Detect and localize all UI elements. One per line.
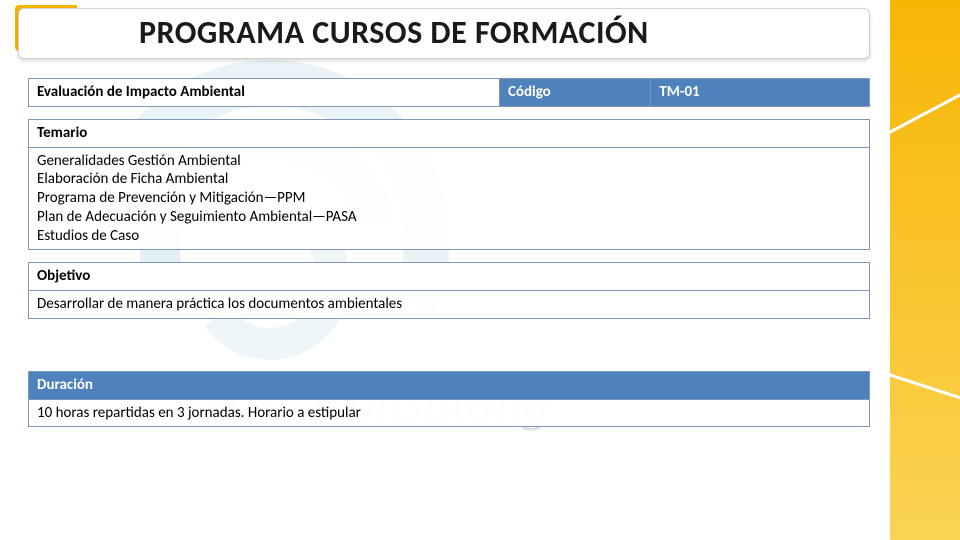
objective-table: Objetivo Desarrollar de manera práctica … (28, 262, 870, 319)
syllabus-table: Temario Generalidades Gestión Ambiental … (28, 119, 870, 251)
code-label: Código (499, 79, 650, 107)
info-table: Evaluación de Impacto Ambiental Código T… (28, 78, 870, 107)
syllabus-item: Estudios de Caso (37, 227, 861, 246)
duration-table: Duración 10 horas repartidas en 3 jornad… (28, 371, 870, 428)
duration-text: 10 horas repartidas en 3 jornadas. Horar… (29, 399, 870, 427)
syllabus-header: Temario (29, 119, 870, 147)
syllabus-body: Generalidades Gestión Ambiental Elaborac… (29, 147, 870, 250)
objective-text: Desarrollar de manera práctica los docum… (29, 291, 870, 319)
syllabus-item: Programa de Prevención y Mitigación—PPM (37, 189, 861, 208)
syllabus-item: Elaboración de Ficha Ambiental (37, 170, 861, 189)
syllabus-item: Plan de Adecuación y Seguimiento Ambient… (37, 208, 861, 227)
content-area: Evaluación de Impacto Ambiental Código T… (28, 78, 870, 439)
title-container: PROGRAMA CURSOS DE FORMACIÓN (18, 8, 870, 59)
duration-header: Duración (29, 371, 870, 399)
page-title: PROGRAMA CURSOS DE FORMACIÓN (139, 13, 859, 52)
syllabus-item: Generalidades Gestión Ambiental (37, 152, 861, 171)
course-name: Evaluación de Impacto Ambiental (29, 79, 500, 107)
right-decoration (890, 0, 960, 540)
code-value: TM-01 (651, 79, 870, 107)
title-bar: PROGRAMA CURSOS DE FORMACIÓN (18, 8, 870, 59)
syllabus-list: Generalidades Gestión Ambiental Elaborac… (37, 152, 861, 246)
objective-header: Objetivo (29, 263, 870, 291)
